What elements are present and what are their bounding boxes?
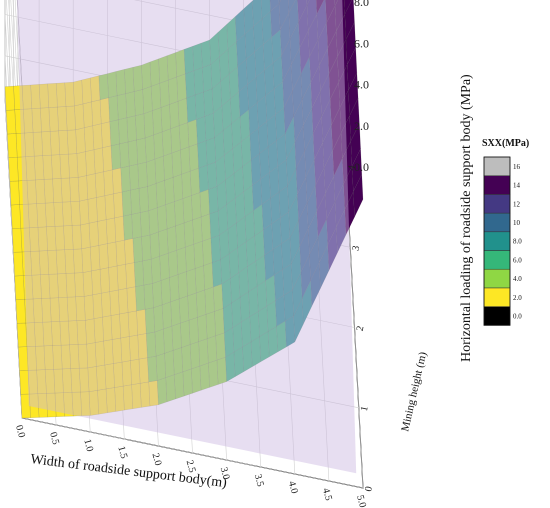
surface-cell	[12, 228, 23, 253]
surface-cell	[107, 71, 118, 98]
x-tick-label: 5.0	[354, 494, 368, 508]
legend-label: 12	[513, 200, 521, 208]
reference-plane	[16, 0, 357, 474]
surface-cell	[334, 0, 339, 7]
surface-cell	[10, 204, 21, 229]
legend-label: 14	[513, 182, 521, 190]
legend-swatch	[483, 175, 511, 195]
z-tick-label: 8.0	[354, 0, 369, 9]
axis-ticks: 0.0 0.5 1.0 1.5 2.0 2.5 3.0 3.5 4.0 4.5 5.0012340.…	[13, 0, 375, 508]
x-tick-label: 1.5	[115, 445, 129, 460]
legend-label: 8.0	[513, 238, 522, 246]
legend-swatch	[483, 268, 511, 289]
z-tick-label: 0.0	[354, 160, 369, 174]
x-tick-label: 4.5	[320, 487, 334, 502]
surface-cell	[15, 299, 26, 324]
surface-cell	[47, 83, 58, 108]
surface-cell	[9, 180, 20, 206]
surface-cell	[13, 251, 24, 277]
grid-line-z	[14, 0, 23, 130]
z-tick-label: 6.0	[354, 36, 369, 50]
legend-swatch	[483, 231, 511, 251]
legend-label: 0.0	[513, 312, 522, 320]
legend-swatch	[483, 287, 511, 307]
surface-cell	[16, 322, 28, 348]
x-tick-label: 0.0	[13, 424, 27, 439]
x-tick-label: 1.0	[81, 438, 95, 453]
legend-label: 16	[513, 163, 521, 171]
surface-mesh	[4, 0, 364, 419]
x-tick-label: 3.0	[218, 466, 232, 481]
surface-cell	[19, 370, 30, 395]
surface-cell	[141, 61, 152, 90]
surface-cell	[278, 0, 282, 5]
legend-swatch	[483, 212, 511, 233]
legend-swatch	[483, 194, 511, 214]
surface-cell	[306, 0, 310, 6]
surface-cell	[56, 82, 67, 108]
legend-title: SXX(MPa)	[482, 138, 529, 149]
surface-cell	[132, 64, 143, 92]
z-tick-label: 4.0	[354, 78, 369, 92]
surface-cell	[115, 69, 126, 96]
x-tick-label: 3.5	[252, 473, 266, 488]
surface-cell	[14, 275, 25, 300]
y-tick-label: 1	[359, 405, 371, 412]
y-tick-label: 0	[363, 485, 375, 492]
x-tick-label: 2.5	[184, 459, 198, 474]
legend-swatch	[483, 156, 511, 176]
x-tick-label: 0.5	[47, 431, 61, 446]
surface-cell	[124, 67, 135, 94]
surface-cell	[4, 85, 15, 111]
surface-cell	[38, 83, 49, 109]
z-tick-label: 2.0	[354, 119, 369, 133]
reference-plane-fill	[16, 0, 357, 474]
legend-swatch	[483, 250, 511, 270]
legend-frame	[483, 156, 511, 326]
legend-label: 4.0	[513, 275, 522, 283]
surface-cell	[7, 133, 18, 158]
surface-cell	[287, 0, 296, 14]
y-tick-label: 4	[346, 164, 358, 171]
surface-cell	[149, 58, 160, 87]
legend-label: 10	[513, 219, 521, 227]
grid-line-z	[12, 0, 23, 171]
surface-cell	[90, 75, 101, 103]
legend-label: 2.0	[513, 294, 522, 302]
surface-cell	[6, 109, 17, 135]
y-tick-label: 3	[350, 245, 362, 252]
color-legend: SXX(MPa) 0.0 2.0 4.0 6.0 8.0 10 12 14 16	[482, 138, 529, 326]
y-tick-label: 2	[355, 325, 367, 332]
surface-cell	[269, 0, 280, 12]
legend-swatch	[483, 306, 511, 326]
legend-label: 6.0	[513, 256, 522, 264]
y-axis-label: Mining height (m)	[399, 350, 429, 432]
surface-cell	[18, 346, 29, 371]
x-tick-label: 4.0	[286, 480, 300, 495]
surface-cell	[8, 157, 19, 182]
surface-cell	[343, 0, 353, 15]
x-tick-label: 2.0	[150, 452, 164, 467]
surface-cell	[315, 0, 325, 15]
x-axis-label: Width of roadside support body(m)	[30, 452, 228, 491]
surface-cell	[98, 73, 109, 101]
z-axis-label: Horizontal loading of roadside support b…	[459, 74, 474, 362]
